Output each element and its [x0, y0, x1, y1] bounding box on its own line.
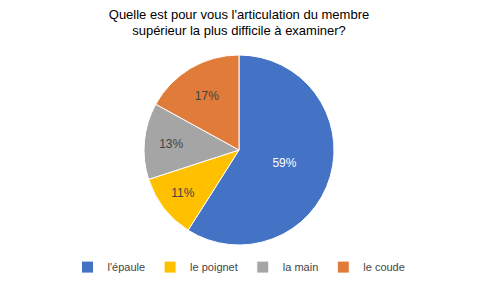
svg-text:17%: 17% — [195, 89, 219, 103]
svg-text:le coude: le coude — [363, 261, 405, 273]
svg-text:l'épaule: l'épaule — [108, 261, 146, 273]
svg-text:13%: 13% — [159, 137, 183, 151]
svg-text:la main: la main — [283, 261, 318, 273]
svg-text:Quelle est pour vous l'articul: Quelle est pour vous l'articulation du m… — [109, 7, 369, 39]
svg-text:le poignet: le poignet — [190, 261, 238, 273]
svg-text:59%: 59% — [272, 156, 296, 170]
svg-text:11%: 11% — [171, 186, 194, 200]
